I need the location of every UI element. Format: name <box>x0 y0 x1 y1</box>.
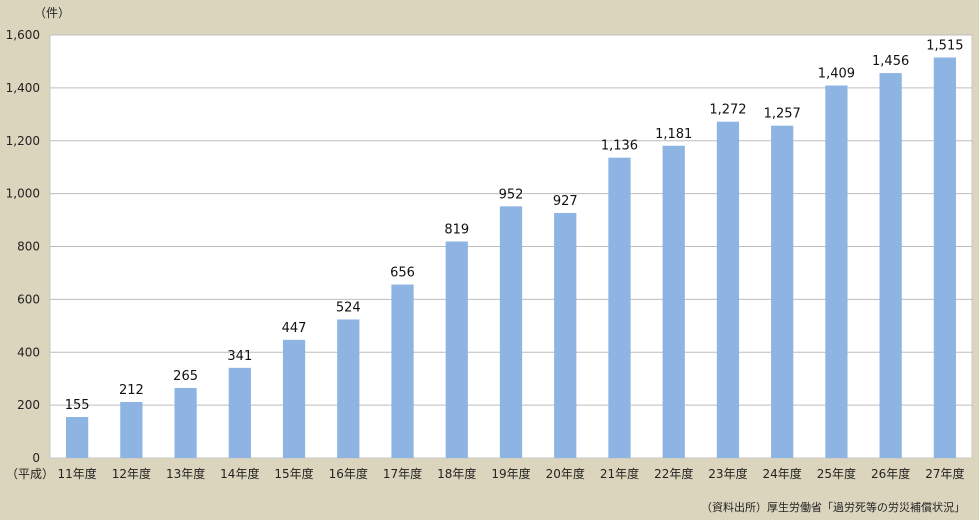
data-label: 1,136 <box>601 139 638 154</box>
bar <box>933 57 957 459</box>
bars <box>65 57 957 459</box>
x-tick-label: 16年度 <box>329 466 368 481</box>
x-axis-categories: 11年度 12年度 13年度 14年度 15年度 16年度 17年度 18年度 19年度 20年度… <box>57 466 964 481</box>
bar <box>282 339 306 458</box>
bar <box>608 157 631 459</box>
x-tick-label: 17年度 <box>383 466 422 481</box>
data-label: 1,456 <box>872 54 909 69</box>
x-tick-label: 19年度 <box>491 466 530 481</box>
y-tick-label: 600 <box>17 292 40 306</box>
x-tick-label: 20年度 <box>546 466 585 481</box>
y-axis-ticks: 0 200 400 600 800 1,000 1,200 1,400 1,600 <box>6 28 40 465</box>
bar <box>337 319 360 458</box>
data-label: 1,409 <box>818 66 855 81</box>
x-tick-label: 27年度 <box>925 466 964 481</box>
y-tick-label: 400 <box>17 345 40 359</box>
x-tick-label: 26年度 <box>871 466 910 481</box>
y-axis-unit-label: （件） <box>34 6 70 20</box>
bar <box>554 212 577 458</box>
x-tick-label: 23年度 <box>708 466 747 481</box>
data-label: 1,257 <box>764 107 801 122</box>
x-tick-label: 11年度 <box>57 466 96 481</box>
bar <box>120 401 143 458</box>
y-tick-label: 1,200 <box>6 134 40 148</box>
x-tick-label: 22年度 <box>654 466 693 481</box>
bar <box>771 125 794 458</box>
y-tick-label: 1,600 <box>6 28 40 42</box>
x-tick-label: 18年度 <box>437 466 476 481</box>
data-label: 952 <box>499 187 524 202</box>
data-label: 524 <box>336 300 361 315</box>
y-tick-label: 0 <box>32 451 40 465</box>
bar <box>662 145 685 458</box>
x-axis-era-prefix: （平成） <box>6 467 54 481</box>
data-labels: 155 212 265 341 447 524 656 819 952 927 1,136 1,181… <box>65 38 964 413</box>
bar <box>174 387 197 458</box>
x-tick-label: 12年度 <box>112 466 151 481</box>
data-label: 265 <box>173 369 198 384</box>
data-label: 1,272 <box>709 103 746 118</box>
bar <box>228 367 251 458</box>
x-tick-label: 24年度 <box>763 466 802 481</box>
bar <box>445 241 468 458</box>
y-tick-label: 1,000 <box>6 187 40 201</box>
data-label: 819 <box>444 222 469 237</box>
data-label: 341 <box>227 349 252 364</box>
x-tick-label: 25年度 <box>817 466 856 481</box>
y-tick-label: 200 <box>17 398 40 412</box>
x-tick-label: 14年度 <box>220 466 259 481</box>
data-label: 1,515 <box>926 38 963 53</box>
data-label: 927 <box>553 194 578 209</box>
data-label: 447 <box>282 321 307 336</box>
bar <box>65 417 89 458</box>
x-tick-label: 21年度 <box>600 466 639 481</box>
bar <box>716 121 740 458</box>
bar <box>879 73 902 458</box>
grid-lines <box>50 34 972 406</box>
bar <box>391 284 414 458</box>
bar <box>499 206 523 458</box>
data-label: 212 <box>119 383 144 398</box>
x-tick-label: 13年度 <box>166 466 205 481</box>
data-label: 656 <box>390 266 415 281</box>
bar <box>825 85 848 458</box>
source-note: （資料出所）厚生労働省「過労死等の労災補償状況」 <box>701 500 965 514</box>
data-label: 1,181 <box>655 127 692 142</box>
data-label: 155 <box>65 398 90 413</box>
y-tick-label: 800 <box>17 240 40 254</box>
x-tick-label: 15年度 <box>274 466 313 481</box>
y-tick-label: 1,400 <box>6 81 40 95</box>
